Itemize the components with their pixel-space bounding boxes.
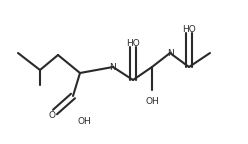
Text: N: N — [167, 49, 173, 57]
Text: OH: OH — [145, 97, 159, 107]
Text: OH: OH — [77, 118, 91, 126]
Text: O: O — [49, 111, 56, 121]
Text: HO: HO — [182, 25, 196, 35]
Text: N: N — [110, 62, 116, 72]
Text: HO: HO — [126, 39, 140, 49]
